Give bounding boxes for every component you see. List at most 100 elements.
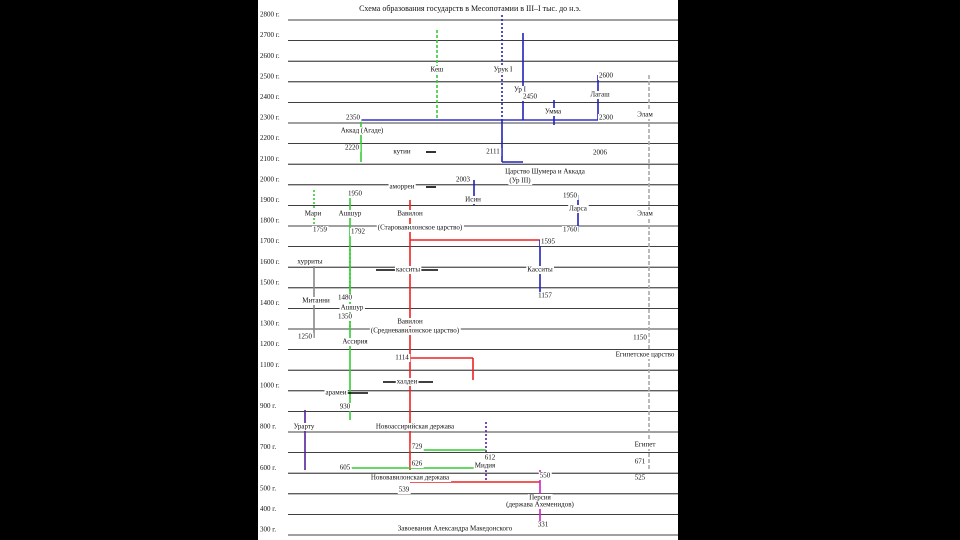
label-bg xyxy=(374,423,457,431)
label-bg xyxy=(633,458,647,466)
label-bg xyxy=(492,66,515,74)
label: (держава Ахеменидов) xyxy=(506,501,574,509)
label: (Старовавилонское царство) xyxy=(378,224,463,232)
axis-label: 2600 г. xyxy=(260,52,280,60)
label: 729 xyxy=(412,443,423,451)
label-bg xyxy=(429,66,446,74)
label: Египетское царство xyxy=(616,351,675,359)
label-bg xyxy=(455,176,472,184)
label: Вавилон xyxy=(397,210,423,218)
label: Урук I xyxy=(494,66,513,74)
label: (Ур III) xyxy=(509,177,531,185)
label: 2220 xyxy=(345,144,360,152)
label-bg xyxy=(508,177,533,185)
label: 1950 xyxy=(563,192,578,200)
label-bg xyxy=(540,238,557,246)
label-bg xyxy=(337,313,354,321)
label-bg xyxy=(292,423,316,431)
label-bg xyxy=(344,144,361,152)
label: 1250 xyxy=(298,333,313,341)
label: 1760 xyxy=(563,226,578,234)
label-bg xyxy=(394,266,422,274)
label-bg xyxy=(526,266,554,274)
title: Схема образования государств в Месопотам… xyxy=(359,4,581,13)
label-bg xyxy=(324,389,348,397)
label-bg xyxy=(312,226,329,234)
label-bg xyxy=(397,486,411,494)
label: Элам xyxy=(637,210,653,218)
label-bg xyxy=(337,294,354,302)
axis-label: 2300 г. xyxy=(260,114,280,122)
label-bg xyxy=(543,108,564,116)
label-bg xyxy=(350,228,367,236)
label: Митанни xyxy=(302,297,330,305)
axis-label: 1300 г. xyxy=(260,320,280,328)
axis-label: 900 г. xyxy=(260,402,276,410)
label-bg xyxy=(338,403,352,411)
label-bg xyxy=(388,183,416,191)
label-bg xyxy=(345,114,362,122)
label: 550 xyxy=(540,472,551,480)
label-bg xyxy=(538,472,552,480)
label: 1480 xyxy=(338,294,353,302)
axis-label: 1500 г. xyxy=(260,278,280,286)
axis-label: 800 г. xyxy=(260,423,276,431)
label-bg xyxy=(369,327,461,335)
label: 2300 xyxy=(599,114,614,122)
axis-label: 2500 г. xyxy=(260,72,280,80)
label: Завоевания Александра Македонского xyxy=(398,525,513,533)
label: Ур I xyxy=(514,86,527,94)
label: 605 xyxy=(340,464,351,472)
label: халдеи xyxy=(397,378,418,386)
label-bg xyxy=(598,114,615,122)
label-bg xyxy=(592,149,609,157)
label: Лагаш xyxy=(590,91,610,99)
label: 1950 xyxy=(348,190,363,198)
label-bg xyxy=(504,168,587,176)
label-bg xyxy=(410,443,424,451)
axis-label: 1600 г. xyxy=(260,258,280,266)
label-bg xyxy=(522,93,539,101)
label: Урарту xyxy=(294,423,315,431)
label-bg xyxy=(410,460,424,468)
axis-label: 1800 г. xyxy=(260,217,280,225)
label: 1157 xyxy=(538,292,552,300)
label-bg xyxy=(296,258,324,266)
label-bg xyxy=(297,333,314,341)
label: 1114 xyxy=(395,354,409,362)
label: аморреи xyxy=(390,183,415,191)
label: Элам xyxy=(637,111,653,119)
axis-label: 1900 г. xyxy=(260,196,280,204)
diagram: Схема образования государств в Месопотам… xyxy=(260,4,678,536)
label: Нововавилонская держава xyxy=(371,474,450,482)
label-bg xyxy=(485,148,502,156)
label: Умма xyxy=(545,108,562,116)
label-bg xyxy=(536,521,550,529)
label-bg xyxy=(341,338,370,346)
label-bg xyxy=(338,464,352,472)
label-bg xyxy=(505,501,576,509)
label: Царство Шумера и Аккада xyxy=(505,168,586,176)
label: Ашшур xyxy=(339,210,362,218)
label: 1595 xyxy=(541,238,556,246)
label-bg xyxy=(464,196,483,204)
label-bg xyxy=(303,210,323,218)
label-bg xyxy=(589,91,612,99)
label-bg xyxy=(614,351,676,359)
label-bg xyxy=(392,148,412,156)
label: 1350 xyxy=(338,313,353,321)
label: 2111 xyxy=(486,148,500,156)
label: 2003 xyxy=(456,176,471,184)
page: Схема образования государств в Месопотам… xyxy=(258,0,678,540)
label: Ашшур xyxy=(341,304,364,312)
label-bg xyxy=(396,525,514,533)
label: 930 xyxy=(340,403,351,411)
axis-label: 400 г. xyxy=(260,505,276,513)
label-bg xyxy=(636,111,655,119)
label: арамеи xyxy=(326,389,347,397)
label: 626 xyxy=(412,460,423,468)
axis-label: 500 г. xyxy=(260,484,276,492)
label: 612 xyxy=(485,454,496,462)
label: Исин xyxy=(465,196,481,204)
label: 2600 xyxy=(599,72,614,80)
